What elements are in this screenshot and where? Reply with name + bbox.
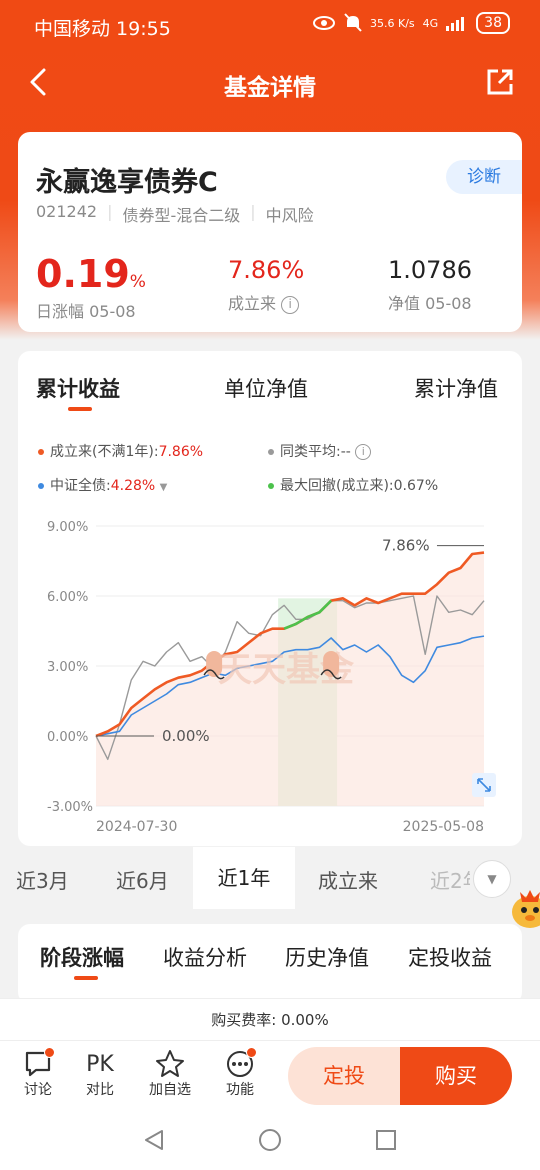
period-2y[interactable]: 近2年 — [430, 869, 470, 893]
index-line — [95, 635, 485, 737]
y-tick-label: 9.00% — [47, 520, 88, 535]
divider: | — [107, 202, 113, 221]
since-inception-value: 7.86% — [228, 256, 305, 284]
mascot-icon[interactable] — [506, 882, 540, 932]
net-type: 4G — [422, 16, 439, 30]
period-inception[interactable]: 成立来 — [318, 869, 378, 893]
nav-value: 1.0786 — [388, 256, 472, 284]
daily-change-label: 日涨幅 05-08 — [36, 302, 136, 321]
star-icon — [156, 1050, 184, 1077]
period-6m[interactable]: 近6月 — [116, 869, 169, 893]
daily-change-stat: 0.19% 日涨幅 05-08 — [36, 252, 146, 322]
purchase-fee: 购买费率: 0.00% — [0, 998, 540, 1040]
tab-history-nav[interactable]: 历史净值 — [285, 946, 369, 970]
drawdown-line — [283, 599, 333, 630]
fund-type: 债券型-混合二级 — [122, 206, 241, 225]
legend-dot — [268, 483, 274, 489]
tab-cumulative-return[interactable]: 累计收益 — [36, 377, 120, 401]
status-icons: 35.6 K/s 4G 38 — [312, 12, 510, 34]
mute-bell-icon — [344, 13, 362, 32]
features-button[interactable]: 功能 — [210, 1047, 270, 1099]
legend-dot — [268, 449, 274, 455]
net-speed: 35.6 K/s — [370, 16, 415, 30]
discuss-label: 讨论 — [24, 1082, 52, 1098]
bottom-action-bar: 讨论 PK 对比 加自选 功能 定投 购买 — [0, 1040, 540, 1110]
nav-label: 净值 05-08 — [388, 294, 472, 313]
eye-icon — [313, 16, 335, 30]
notification-dot — [44, 1047, 55, 1058]
chart-card: 累计收益 单位净值 累计净值 成立来(不满1年):7.86% 同类平均:-- i… — [18, 351, 522, 846]
return-chart[interactable]: 9.00%6.00%3.00%0.00%-3.00%7.86%0.00%天天基金… — [18, 511, 522, 846]
info-icon[interactable]: i — [355, 444, 372, 460]
auto-invest-button[interactable]: 定投 — [288, 1047, 400, 1105]
tab-cumulative-nav[interactable]: 累计净值 — [414, 377, 498, 401]
nav-back-icon[interactable] — [142, 1128, 166, 1152]
x-end-label: 2025-05-08 — [403, 819, 484, 835]
system-nav-bar — [0, 1110, 540, 1170]
add-watchlist-button[interactable]: 加自选 — [140, 1049, 200, 1099]
tab-underline — [74, 976, 98, 980]
diagnose-button[interactable]: 诊断 — [446, 160, 522, 194]
y-tick-label: 6.00% — [47, 590, 88, 605]
period-1y[interactable]: 近1年 — [193, 847, 295, 909]
fund-code: 021242 — [36, 202, 98, 221]
fullscreen-arrows — [477, 778, 491, 792]
y-tick-label: 0.00% — [47, 730, 88, 745]
hand-pointer-icon — [203, 669, 225, 680]
tab-stage-return[interactable]: 阶段涨幅 — [40, 946, 124, 970]
title-bar: 基金详情 — [0, 60, 540, 106]
start-value-label: 0.00% — [162, 727, 210, 745]
fund-area — [96, 552, 484, 806]
dropdown-triangle-icon[interactable]: ▼ — [159, 482, 168, 493]
tab-unit-nav[interactable]: 单位净值 — [224, 377, 308, 401]
tab-return-analysis[interactable]: 收益分析 — [163, 946, 247, 970]
share-icon[interactable] — [484, 66, 516, 98]
carrier-time: 中国移动 19:55 — [34, 18, 171, 40]
tab-auto-invest-return[interactable]: 定投收益 — [408, 946, 492, 970]
analysis-tab-card: 阶段涨幅 收益分析 历史净值 定投收益 — [18, 924, 522, 1004]
fund-info-card: 永赢逸享债券C 诊断 021242 | 债券型-混合二级 | 中风险 0.19%… — [18, 132, 522, 332]
battery-icon: 38 — [476, 12, 510, 34]
nav-home-icon[interactable] — [258, 1128, 282, 1152]
tab-underline — [68, 407, 92, 411]
peer-average-line — [95, 595, 485, 761]
hand-pointer-icon — [320, 669, 342, 680]
back-arrow-icon[interactable] — [24, 66, 56, 98]
legend-index[interactable]: 中证全债:4.28% ▼ — [38, 475, 167, 495]
discuss-button[interactable]: 讨论 — [8, 1047, 68, 1099]
buy-button[interactable]: 购买 — [400, 1047, 512, 1105]
nav-recents-icon[interactable] — [374, 1128, 398, 1152]
fund-risk: 中风险 — [265, 206, 314, 225]
info-icon[interactable]: i — [281, 295, 300, 314]
status-bar: 中国移动 19:55 35.6 K/s 4G 38 — [0, 0, 540, 52]
signal-icon — [446, 17, 465, 31]
features-label: 功能 — [226, 1082, 254, 1098]
daily-change-value: 0.19% — [36, 252, 146, 296]
divider: | — [250, 202, 256, 221]
page-title: 基金详情 — [224, 75, 316, 101]
more-periods-icon[interactable]: ▼ — [473, 860, 511, 898]
compare-button[interactable]: PK 对比 — [70, 1049, 130, 1099]
legend-drawdown: 最大回撤(成立来):0.67% — [268, 475, 438, 495]
fund-name: 永赢逸享债券C — [36, 167, 218, 198]
x-start-label: 2024-07-30 — [96, 819, 177, 835]
since-inception-stat: 7.86% 成立来 i — [228, 256, 304, 314]
period-selector: 近3月 近6月 近1年 成立来 近2年 — [0, 847, 540, 909]
watchlist-label: 加自选 — [149, 1082, 191, 1098]
fund-meta: 021242 | 债券型-混合二级 | 中风险 — [36, 202, 314, 226]
legend-fund: 成立来(不满1年):7.86% — [38, 441, 203, 461]
period-3m[interactable]: 近3月 — [16, 869, 69, 893]
legend-dot — [38, 483, 44, 489]
notification-dot — [246, 1047, 257, 1058]
end-value-label: 7.86% — [382, 537, 430, 555]
pk-icon: PK — [86, 1051, 114, 1077]
y-tick-label: 3.00% — [47, 660, 88, 675]
legend-dot — [38, 449, 44, 455]
nav-stat: 1.0786 净值 05-08 — [388, 256, 472, 314]
legend-peer: 同类平均:-- i — [268, 441, 372, 461]
more-dots-icon — [227, 1051, 253, 1077]
y-tick-label: -3.00% — [47, 800, 93, 815]
compare-label: 对比 — [86, 1082, 114, 1098]
since-inception-label: 成立来 — [228, 294, 277, 313]
